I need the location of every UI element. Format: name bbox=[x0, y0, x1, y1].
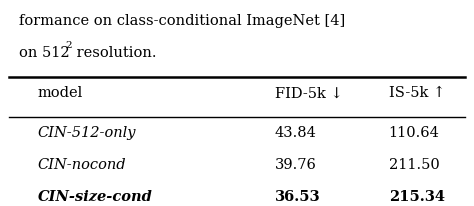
Text: formance on class-conditional ImageNet [4]: formance on class-conditional ImageNet [… bbox=[19, 14, 345, 28]
Text: 36.53: 36.53 bbox=[275, 190, 320, 204]
Text: 39.76: 39.76 bbox=[275, 158, 317, 172]
Text: 215.34: 215.34 bbox=[389, 190, 445, 204]
Text: CIN-size-cond: CIN-size-cond bbox=[38, 190, 153, 204]
Text: on 512: on 512 bbox=[19, 46, 70, 60]
Text: CIN-512-only: CIN-512-only bbox=[38, 126, 137, 140]
Text: 43.84: 43.84 bbox=[275, 126, 317, 140]
Text: IS-5k ↑: IS-5k ↑ bbox=[389, 86, 445, 100]
Text: FID-5k ↓: FID-5k ↓ bbox=[275, 86, 343, 100]
Text: model: model bbox=[38, 86, 83, 100]
Text: resolution.: resolution. bbox=[72, 46, 156, 60]
Text: 2: 2 bbox=[65, 41, 72, 50]
Text: 110.64: 110.64 bbox=[389, 126, 439, 140]
Text: 211.50: 211.50 bbox=[389, 158, 439, 172]
Text: CIN-nocond: CIN-nocond bbox=[38, 158, 127, 172]
